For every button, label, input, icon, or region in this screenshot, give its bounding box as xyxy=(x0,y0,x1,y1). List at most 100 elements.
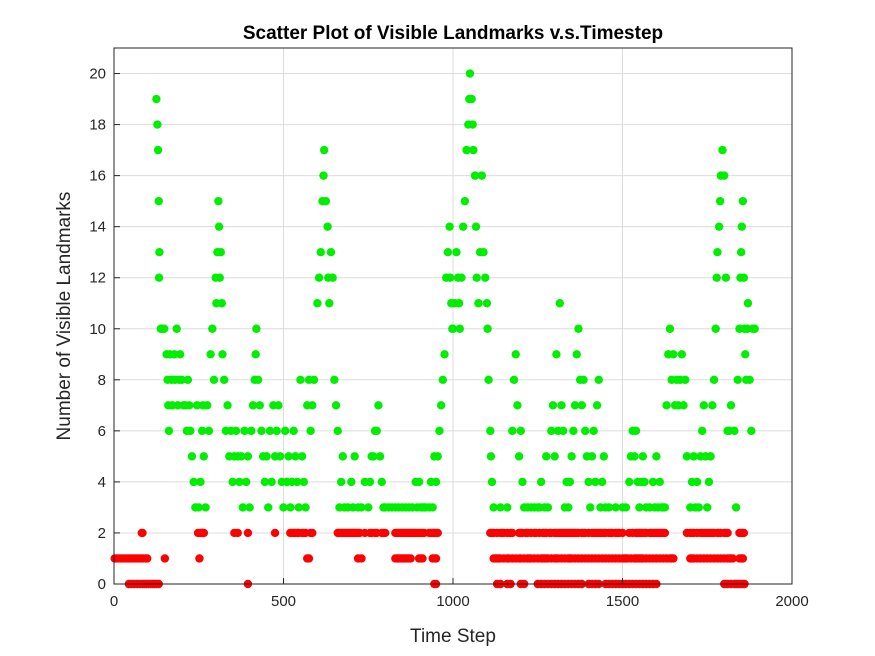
data-point-red xyxy=(406,554,415,563)
data-point-green xyxy=(338,452,348,461)
data-point-green xyxy=(750,324,759,333)
data-point-green xyxy=(570,401,580,410)
data-point-green xyxy=(431,477,441,487)
data-point-green xyxy=(640,477,649,487)
data-point-green xyxy=(197,426,207,436)
data-point-green xyxy=(192,401,202,410)
data-point-green xyxy=(496,503,505,512)
data-point-green xyxy=(272,426,281,436)
data-point-green xyxy=(228,477,237,487)
data-point-green xyxy=(365,477,375,487)
data-point-green xyxy=(279,503,288,512)
data-point-green xyxy=(214,196,223,206)
data-point-green xyxy=(652,452,661,461)
data-point-green xyxy=(321,196,331,206)
data-point-green xyxy=(511,350,520,359)
data-point-green xyxy=(309,375,319,385)
data-point-red xyxy=(723,528,732,538)
data-point-green xyxy=(638,452,648,461)
data-point-green xyxy=(170,350,179,359)
data-point-green xyxy=(730,426,739,436)
data-points xyxy=(110,69,759,589)
data-point-green xyxy=(443,247,453,257)
data-point-green xyxy=(737,222,747,231)
y-tick-label: 14 xyxy=(89,219,106,236)
y-ticks: 0 2 4 6 8 10 12 14 16 18 20 xyxy=(89,66,120,593)
data-point-green xyxy=(204,426,214,436)
data-point-green xyxy=(543,503,553,512)
data-point-green xyxy=(477,171,487,180)
x-tick-label: 500 xyxy=(271,593,296,610)
data-point-green xyxy=(592,401,602,410)
data-point-red xyxy=(308,528,317,538)
data-point-green xyxy=(375,452,385,461)
data-point-red xyxy=(738,554,748,563)
data-point-green xyxy=(487,477,497,487)
data-point-green xyxy=(240,426,249,436)
data-point-green xyxy=(630,452,639,461)
data-point-green xyxy=(428,503,437,512)
data-point-green xyxy=(714,222,724,231)
x-tick-label: 0 xyxy=(110,593,118,610)
data-point-green xyxy=(438,375,448,385)
y-axis-label: Number of Visible Landmarks xyxy=(54,192,75,441)
data-point-green xyxy=(369,452,378,461)
y-tick-label: 20 xyxy=(89,66,106,83)
data-point-green xyxy=(536,477,546,487)
data-point-green xyxy=(625,477,634,487)
data-point-green xyxy=(331,401,341,410)
data-point-green xyxy=(323,222,332,231)
data-point-green xyxy=(681,375,690,385)
data-point-green xyxy=(245,503,254,512)
y-tick-label: 16 xyxy=(89,168,106,185)
data-point-green xyxy=(262,452,271,461)
data-point-green xyxy=(186,426,195,436)
data-point-green xyxy=(209,375,219,385)
data-point-green xyxy=(704,477,714,487)
data-point-green xyxy=(297,452,307,461)
data-point-green xyxy=(739,273,749,282)
data-point-green xyxy=(692,477,702,487)
data-point-green xyxy=(214,222,224,231)
x-tick-label: 1500 xyxy=(606,593,639,610)
y-tick-label: 6 xyxy=(98,423,106,440)
data-point-green xyxy=(631,426,641,436)
data-point-green xyxy=(458,222,468,231)
data-point-green xyxy=(260,477,270,487)
data-point-green xyxy=(251,350,260,359)
data-point-red xyxy=(138,528,147,538)
data-point-green xyxy=(482,299,492,308)
data-point-green xyxy=(253,375,263,385)
data-point-green xyxy=(414,477,424,487)
data-point-green xyxy=(448,324,458,333)
data-point-green xyxy=(586,503,595,512)
data-point-red xyxy=(381,528,390,538)
data-point-green xyxy=(486,452,496,461)
data-point-green xyxy=(745,375,754,385)
data-point-green xyxy=(655,477,664,487)
data-point-green xyxy=(471,222,481,231)
data-point-green xyxy=(201,503,210,512)
data-point-green xyxy=(467,94,476,104)
data-point-green xyxy=(711,324,720,333)
data-point-green xyxy=(552,350,561,359)
data-point-green xyxy=(743,299,753,308)
data-point-green xyxy=(286,503,295,512)
data-point-green xyxy=(319,145,329,155)
data-point-green xyxy=(194,503,203,512)
data-point-green xyxy=(489,503,498,512)
data-point-green xyxy=(172,324,181,333)
data-point-green xyxy=(189,477,198,487)
data-point-red xyxy=(243,528,253,538)
data-point-green xyxy=(436,401,446,410)
data-point-green xyxy=(662,401,671,410)
y-tick-label: 18 xyxy=(89,117,106,134)
data-point-green xyxy=(677,350,687,359)
data-point-red xyxy=(660,528,670,538)
data-point-green xyxy=(542,452,551,461)
data-point-green xyxy=(597,477,607,487)
data-point-green xyxy=(152,94,161,104)
data-point-green xyxy=(243,452,253,461)
data-point-green xyxy=(721,273,731,282)
data-point-red xyxy=(618,528,627,538)
